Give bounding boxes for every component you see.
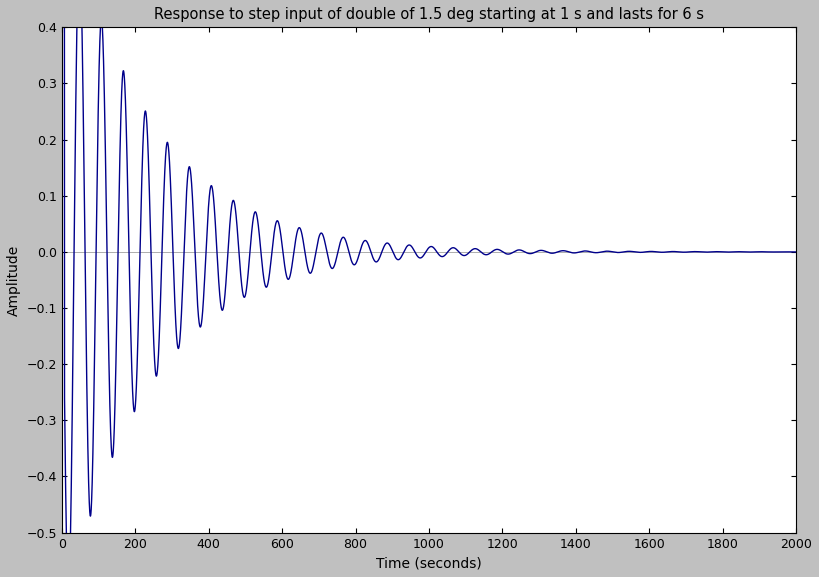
X-axis label: Time (seconds): Time (seconds) [376,556,482,570]
Y-axis label: Amplitude: Amplitude [7,244,21,316]
Title: Response to step input of double of 1.5 deg starting at 1 s and lasts for 6 s: Response to step input of double of 1.5 … [154,7,704,22]
